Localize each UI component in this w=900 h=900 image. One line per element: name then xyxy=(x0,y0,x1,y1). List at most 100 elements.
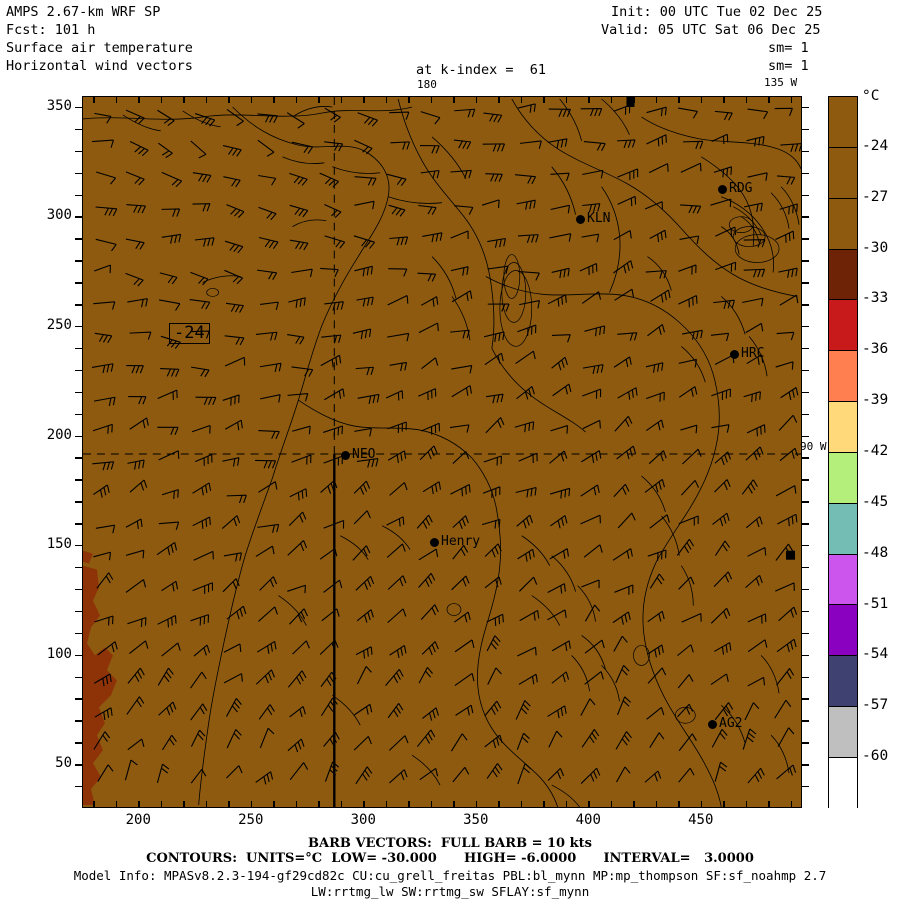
wind-barb xyxy=(747,676,766,687)
y-axis-minor-tick xyxy=(802,632,809,635)
wind-barb xyxy=(449,424,470,433)
wind-barb xyxy=(484,576,502,589)
wind-barb xyxy=(715,261,737,272)
x-axis-minor-tick xyxy=(408,801,410,808)
wind-barb xyxy=(158,701,177,716)
wind-barb xyxy=(779,294,799,306)
wind-barb xyxy=(777,513,798,527)
wind-barb xyxy=(389,361,408,372)
colorbar[interactable] xyxy=(828,96,858,809)
y-axis-minor-tick xyxy=(802,479,809,481)
wind-barb xyxy=(453,611,471,623)
wind-barb xyxy=(222,145,242,157)
wind-barb xyxy=(287,670,307,688)
colorbar-segment xyxy=(829,147,857,199)
wind-barb xyxy=(320,671,337,687)
station-label: AG2 xyxy=(719,716,743,731)
wind-barb xyxy=(645,362,664,373)
wind-barb xyxy=(747,613,767,624)
y-axis-tick-label: 100 xyxy=(46,645,72,662)
wind-barb xyxy=(352,328,372,340)
wind-barb xyxy=(484,352,504,366)
colorbar-tick-label: -30 xyxy=(862,239,889,256)
wind-barb xyxy=(288,511,307,526)
wind-barb xyxy=(515,700,531,720)
x-axis-minor-tick xyxy=(340,801,343,808)
station-dot xyxy=(718,185,727,194)
wind-barb xyxy=(324,203,342,218)
x-axis-tick-label: 200 xyxy=(125,812,151,828)
y-axis-minor-tick xyxy=(75,369,82,372)
wind-barb xyxy=(780,387,799,401)
x-axis-minor-tick xyxy=(745,801,748,808)
wind-barb xyxy=(421,357,439,370)
wind-barb xyxy=(743,202,763,212)
wind-barb xyxy=(712,512,730,527)
wind-barb xyxy=(775,582,795,592)
x-axis-minor-tick xyxy=(115,96,118,103)
wind-barb xyxy=(194,237,215,247)
wind-barb xyxy=(487,237,506,248)
forecast-hour: Fcst: 101 h xyxy=(6,22,96,38)
wind-barb xyxy=(677,703,694,718)
smoothing-label-2: sm= 1 xyxy=(768,58,809,74)
wind-barb xyxy=(484,700,502,717)
wind-barb xyxy=(353,480,371,495)
wind-barb xyxy=(550,515,568,529)
wind-barb xyxy=(514,421,535,433)
wind-barb xyxy=(226,204,245,218)
y-axis-minor-tick xyxy=(75,523,82,525)
wind-barb xyxy=(93,301,116,310)
latitude-label-90w: 90 W xyxy=(800,440,827,453)
x-axis-minor-tick xyxy=(160,801,163,808)
wind-barb xyxy=(647,549,667,561)
wind-barb xyxy=(93,731,111,750)
wind-barb xyxy=(746,135,765,147)
wind-barb xyxy=(226,765,243,779)
colorbar-segment xyxy=(829,402,857,453)
wind-barb xyxy=(156,541,178,556)
wind-barb xyxy=(160,335,181,349)
wind-barb xyxy=(649,514,670,529)
y-axis-minor-tick xyxy=(75,632,82,635)
x-axis-minor-tick xyxy=(723,96,725,103)
wind-barb xyxy=(613,230,632,241)
wind-barb xyxy=(322,425,344,437)
wind-barb xyxy=(516,514,533,529)
x-axis-minor-tick xyxy=(453,801,455,808)
wind-barb xyxy=(452,544,469,560)
wind-barb xyxy=(452,515,469,530)
wind-barb xyxy=(645,270,667,279)
x-axis-minor-tick xyxy=(363,801,365,808)
y-axis-minor-tick xyxy=(802,523,809,525)
wind-barb xyxy=(259,576,278,591)
wind-barb xyxy=(190,140,207,159)
wind-barb xyxy=(257,139,275,157)
wind-barb xyxy=(258,236,279,249)
wind-barb xyxy=(356,458,379,468)
wind-barb xyxy=(126,204,147,214)
y-axis-minor-tick xyxy=(75,654,82,657)
wind-barb xyxy=(422,232,443,243)
wind-barb xyxy=(487,265,509,275)
wind-barb xyxy=(387,608,407,624)
wind-barb xyxy=(646,134,667,147)
y-axis-minor-tick xyxy=(802,106,809,109)
wind-barb xyxy=(389,236,409,246)
x-axis-minor-tick xyxy=(340,96,343,103)
wind-barb xyxy=(775,361,794,370)
x-axis-minor-tick xyxy=(790,96,793,103)
wind-barb xyxy=(714,451,732,466)
wind-barb xyxy=(91,363,114,374)
wind-barb xyxy=(550,204,571,214)
wind-barb xyxy=(678,515,699,526)
map-plot-area[interactable]: -24 RDG KLN HRC NEO Henry AG2 xyxy=(82,96,802,808)
wind-barb xyxy=(580,698,596,716)
wind-barb xyxy=(258,206,277,221)
wind-barb xyxy=(551,267,570,279)
wind-barb xyxy=(192,516,211,529)
wind-barb xyxy=(519,299,540,309)
wind-barb xyxy=(518,673,538,685)
wind-barb xyxy=(324,388,345,401)
x-axis-minor-tick xyxy=(723,801,725,808)
